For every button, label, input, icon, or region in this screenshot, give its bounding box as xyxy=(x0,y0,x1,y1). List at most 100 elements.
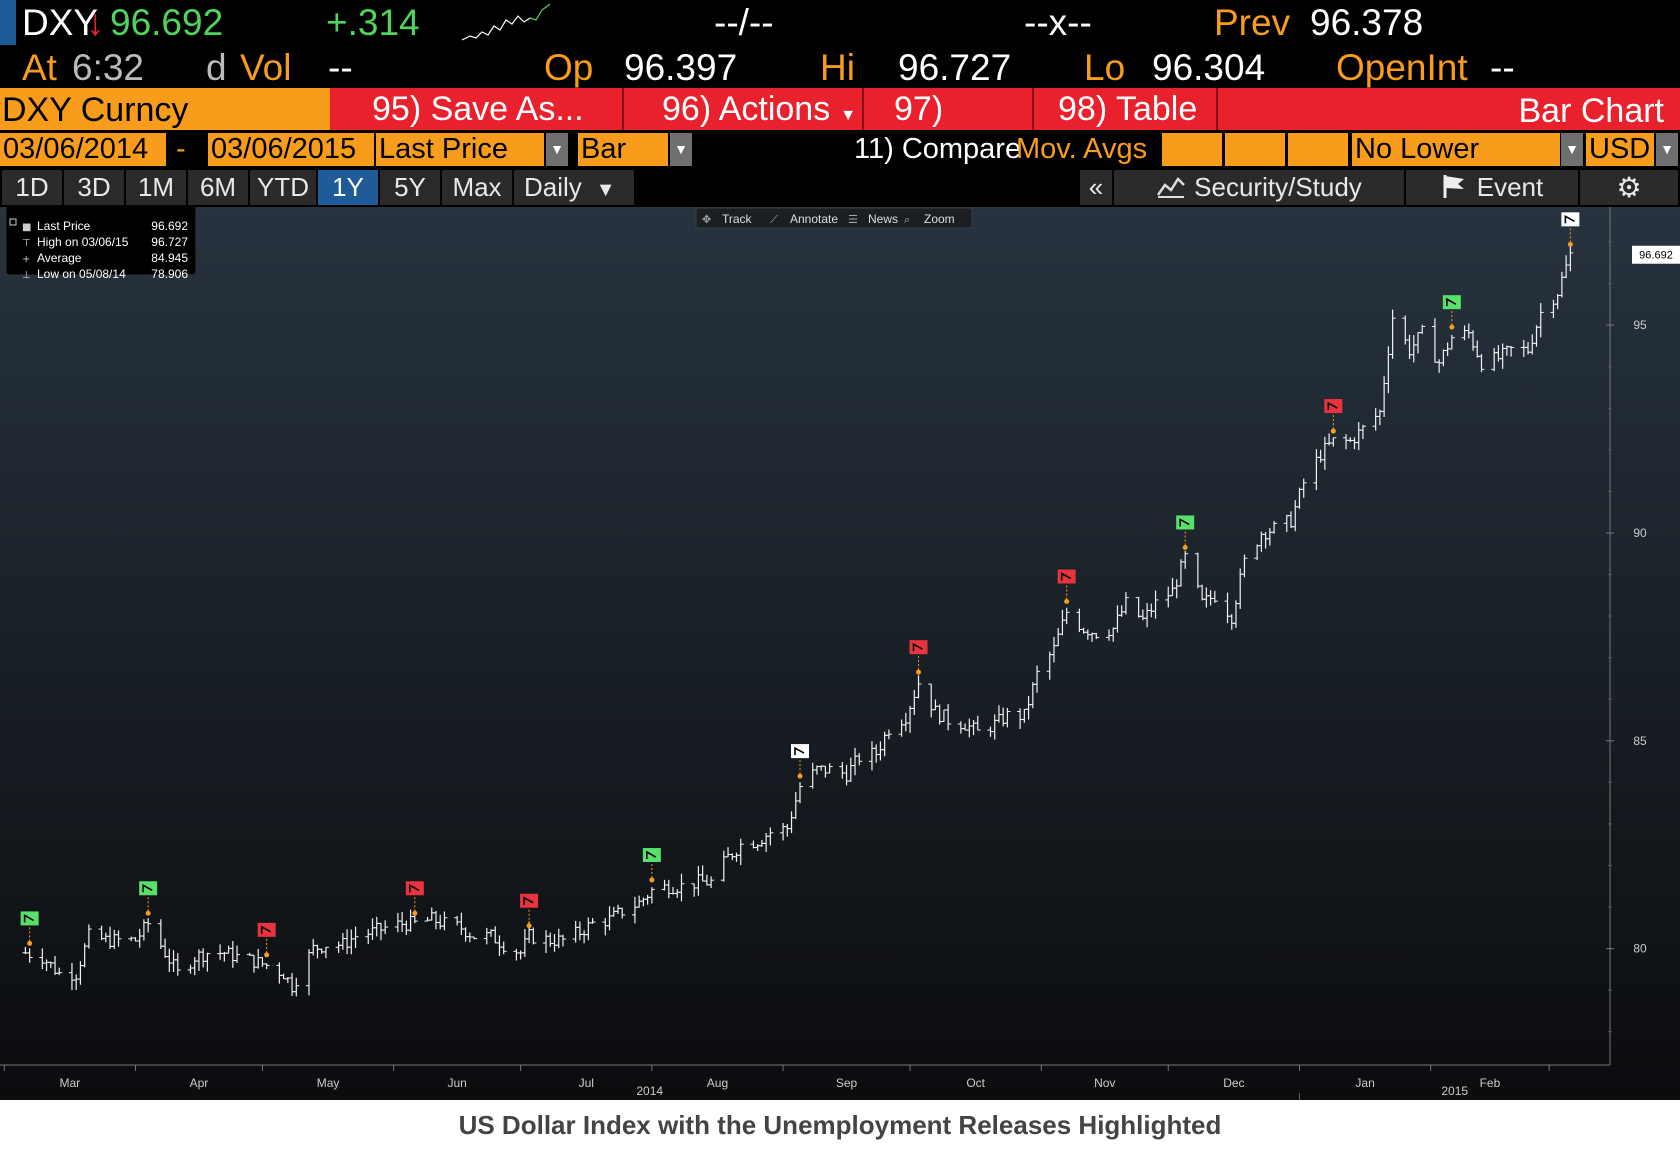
period-1d[interactable]: 1D xyxy=(2,170,62,205)
x-year-label: 2015 xyxy=(1441,1084,1468,1098)
event-flag-icon[interactable] xyxy=(1561,212,1580,227)
flag-icon xyxy=(1443,175,1464,198)
event-dot xyxy=(145,910,151,916)
event-flag-icon[interactable] xyxy=(791,744,809,759)
lower-chart-dropdown-icon[interactable]: ▼ xyxy=(1561,133,1583,166)
high-price: 96.727 xyxy=(898,47,1012,88)
event-flag-glyph xyxy=(646,850,657,860)
period-6m[interactable]: 6M xyxy=(188,170,248,205)
security-field[interactable]: DXY Curncy xyxy=(0,88,330,130)
at-label: At xyxy=(22,47,57,88)
compare-button[interactable]: 11) Compare xyxy=(854,133,1022,165)
legend-box xyxy=(5,207,197,276)
x-month-label: Dec xyxy=(1223,1076,1244,1090)
period-5y[interactable]: 5Y xyxy=(380,170,440,205)
period-max[interactable]: Max xyxy=(442,170,512,205)
event-flag-icon[interactable] xyxy=(1176,515,1195,530)
frequency-label: Daily xyxy=(524,172,582,202)
tool-zoom[interactable]: Zoom xyxy=(924,212,955,226)
tool-track[interactable]: Track xyxy=(722,212,753,226)
openint-label: OpenInt xyxy=(1336,47,1468,88)
legend-label: Low on 05/08/14 xyxy=(37,267,126,281)
field-dropdown-icon[interactable]: ▼ xyxy=(546,133,568,166)
y-tick-label: 80 xyxy=(1633,942,1647,956)
prev-close: 96.378 xyxy=(1310,2,1424,43)
event-flag-icon[interactable] xyxy=(1324,399,1343,414)
y-axis: 80 85 90 95 xyxy=(1606,207,1647,1065)
mov-avg-slot-1[interactable] xyxy=(1162,133,1222,166)
mov-avg-slot-2[interactable] xyxy=(1225,133,1285,166)
x-month-label: Feb xyxy=(1480,1076,1501,1090)
mov-avgs-label[interactable]: Mov. Avgs xyxy=(1016,133,1148,165)
event-dot xyxy=(916,669,922,675)
frequency-select[interactable]: Daily ▼ xyxy=(514,170,634,205)
event-button[interactable]: Event xyxy=(1406,170,1578,205)
tool-annotate[interactable]: Annotate xyxy=(790,212,838,226)
event-dot xyxy=(526,923,532,929)
currency-dropdown-icon[interactable]: ▼ xyxy=(1656,133,1678,166)
style-dropdown-icon[interactable]: ▼ xyxy=(670,133,692,166)
price-chart[interactable]: ✥ Track ⟋ Annotate ☰ News ⌕ Zoom ■ Last Price 96.… xyxy=(0,207,1680,1100)
event-flag-icon[interactable] xyxy=(1442,295,1461,310)
save-as-button[interactable]: 95) Save As... xyxy=(332,88,624,130)
event-dot xyxy=(649,877,655,883)
event-flag-icon[interactable] xyxy=(1057,569,1076,584)
edit-button[interactable]: 97) Edit▼ xyxy=(864,88,1034,170)
bid-ask-size: --x-- xyxy=(1024,2,1092,43)
event-dot xyxy=(412,910,418,916)
quote-bar: DXY ↓ 96.692 +.314 --/-- --x-- Prev 96.3… xyxy=(0,0,1680,45)
legend-label: Last Price xyxy=(37,219,91,233)
collapse-panel-button[interactable]: « xyxy=(1080,170,1112,205)
legend-value: 96.727 xyxy=(151,235,188,249)
table-button[interactable]: 98) Table xyxy=(1034,88,1218,130)
event-flag-glyph xyxy=(912,642,923,652)
tool-news[interactable]: News xyxy=(868,212,898,226)
event-flag-icon[interactable] xyxy=(405,881,424,896)
chart-toolstrip: ✥ Track ⟋ Annotate ☰ News ⌕ Zoom xyxy=(695,207,973,229)
actions-button[interactable]: 96) Actions ▼ xyxy=(624,88,864,130)
period-ytd[interactable]: YTD xyxy=(250,170,316,205)
period-3d[interactable]: 3D xyxy=(64,170,124,205)
field-select[interactable]: Last Price xyxy=(376,133,544,166)
legend-value: 84.945 xyxy=(151,251,188,265)
currency-select[interactable]: USD xyxy=(1586,133,1654,166)
event-flag-glyph xyxy=(1327,401,1338,411)
high-label: Hi xyxy=(820,47,855,88)
event-flag-icon[interactable] xyxy=(909,640,928,655)
event-label: Event xyxy=(1476,172,1544,202)
period-1m[interactable]: 1M xyxy=(126,170,186,205)
last-price-value: 96.692 xyxy=(1639,250,1673,262)
event-dot xyxy=(27,940,33,946)
legend-marker-icon: ⊥ xyxy=(22,270,31,281)
event-flag-icon[interactable] xyxy=(139,881,158,896)
mov-avg-slot-3[interactable] xyxy=(1288,133,1348,166)
function-bar: DXY Curncy xyxy=(0,88,1680,130)
last-price-box xyxy=(1632,245,1680,264)
legend-collapse-icon[interactable] xyxy=(9,218,17,226)
chart-study-icon xyxy=(1157,177,1186,198)
event-flag-glyph xyxy=(409,883,420,893)
event-flag-icon[interactable] xyxy=(520,893,539,908)
dvol-prefix: d xyxy=(206,47,227,88)
event-flag-icon[interactable] xyxy=(20,911,39,926)
end-date-field[interactable]: 03/06/2015 xyxy=(208,133,374,166)
x-month-label: Apr xyxy=(190,1076,209,1090)
last-price: 96.692 xyxy=(110,2,224,43)
openint-value: -- xyxy=(1490,47,1515,88)
legend-marker-icon: + xyxy=(22,254,30,265)
lower-chart-select[interactable]: No Lower Chart xyxy=(1352,133,1560,198)
settings-gear-icon[interactable]: ⚙ xyxy=(1580,170,1678,205)
x-month-label: Nov xyxy=(1094,1076,1115,1090)
event-dot xyxy=(1064,599,1070,605)
x-month-label: Oct xyxy=(966,1076,985,1090)
period-1y[interactable]: 1Y xyxy=(318,170,378,205)
event-flag-glyph xyxy=(1060,572,1072,581)
event-dot xyxy=(1567,241,1573,247)
quote-time: 6:32 xyxy=(72,47,145,88)
style-select[interactable]: Bar xyxy=(578,133,668,166)
event-flag-icon[interactable] xyxy=(257,922,276,937)
event-flag-icon[interactable] xyxy=(642,848,661,863)
start-date-field[interactable]: 03/06/2014 xyxy=(0,133,166,166)
security-study-button[interactable]: Security/Study xyxy=(1114,170,1404,205)
security-label: DXY Curncy xyxy=(2,91,189,129)
